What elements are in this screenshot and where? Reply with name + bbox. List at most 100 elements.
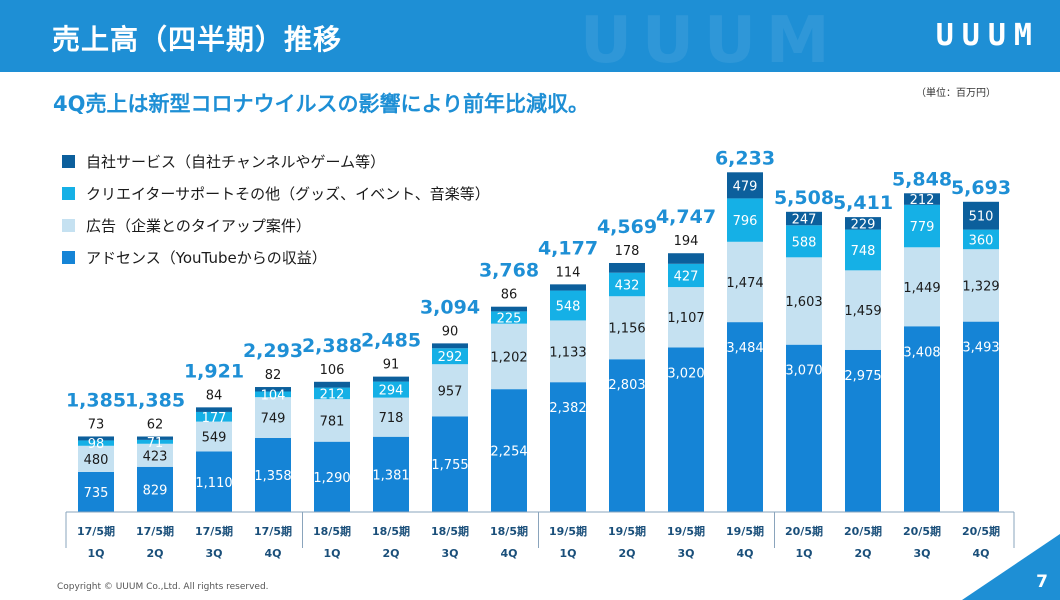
x-tick-period: 18/5期 xyxy=(431,524,469,538)
total-label: 5,848 xyxy=(892,168,952,190)
bar-segment-own-service xyxy=(196,407,232,412)
data-label-creator-support: 360 xyxy=(969,233,994,248)
x-tick-period: 17/5期 xyxy=(77,524,115,538)
bar-segment-creator-support xyxy=(845,229,881,271)
data-label-creator-support: 748 xyxy=(851,244,876,259)
x-tick-quarter: 3Q xyxy=(205,547,222,560)
data-label-own-service: 90 xyxy=(442,324,459,339)
data-label-own-service: 194 xyxy=(674,234,699,249)
bar-segment-creator-support xyxy=(78,440,114,446)
data-label-creator-support: 104 xyxy=(261,388,286,403)
bar-segment-adsense xyxy=(432,416,468,512)
data-label-creator-support: 588 xyxy=(792,235,817,250)
data-label-ads: 1,603 xyxy=(785,295,822,310)
x-tick-period: 19/5期 xyxy=(726,524,764,538)
data-label-ads: 1,474 xyxy=(726,276,763,291)
data-label-ads: 549 xyxy=(202,431,227,446)
data-label-adsense: 735 xyxy=(84,486,109,501)
bar-segment-ads xyxy=(432,364,468,417)
bar-segment-adsense xyxy=(727,322,763,512)
x-tick-period: 18/5期 xyxy=(490,524,528,538)
data-label-adsense: 2,975 xyxy=(844,369,881,384)
page-corner-triangle xyxy=(962,534,1060,600)
bar-segment-adsense xyxy=(137,466,173,512)
data-label-ads: 957 xyxy=(438,384,463,399)
bar-segment-own-service xyxy=(609,262,645,273)
x-tick-period: 20/5期 xyxy=(903,524,941,538)
x-tick-quarter: 2Q xyxy=(854,547,871,560)
bar-segment-ads xyxy=(491,323,527,390)
data-label-adsense: 1,110 xyxy=(195,476,232,491)
data-label-own-service: 229 xyxy=(851,217,876,232)
data-label-adsense: 1,755 xyxy=(431,458,468,473)
x-tick-period: 18/5期 xyxy=(313,524,351,538)
bar-segment-ads xyxy=(609,296,645,360)
data-label-creator-support: 779 xyxy=(910,220,935,235)
data-label-adsense: 1,290 xyxy=(313,471,350,486)
total-label: 1,385 xyxy=(125,390,185,412)
data-label-own-service: 212 xyxy=(910,193,935,208)
x-tick-quarter: 3Q xyxy=(913,547,930,560)
header-watermark: UUUM xyxy=(580,4,840,72)
brand-logo: UUUM xyxy=(935,18,1040,53)
bar-segment-ads xyxy=(904,247,940,327)
data-label-own-service: 114 xyxy=(556,265,581,280)
legend-label-own-service: 自社サービス（自社チャンネルやゲーム等） xyxy=(86,153,385,171)
legend-swatch-creator-support xyxy=(62,187,75,200)
data-label-adsense: 3,070 xyxy=(785,364,822,379)
bar-segment-ads xyxy=(668,287,704,348)
x-tick-quarter: 1Q xyxy=(87,547,104,560)
bar-segment-ads xyxy=(963,249,999,322)
data-label-own-service: 84 xyxy=(206,388,223,403)
bar-segment-own-service xyxy=(78,436,114,441)
total-label: 4,569 xyxy=(597,216,657,238)
bar-segment-creator-support xyxy=(196,411,232,422)
data-label-ads: 1,107 xyxy=(667,311,704,326)
bar-segment-own-service xyxy=(845,217,881,230)
bar-segment-ads xyxy=(550,320,586,383)
x-tick-period: 19/5期 xyxy=(549,524,587,538)
x-tick-quarter: 3Q xyxy=(441,547,458,560)
data-label-ads: 1,133 xyxy=(549,345,586,360)
data-label-own-service: 86 xyxy=(501,288,518,303)
bar-segment-own-service xyxy=(432,343,468,349)
x-tick-quarter: 2Q xyxy=(618,547,635,560)
x-tick-quarter: 3Q xyxy=(677,547,694,560)
bar-segment-adsense xyxy=(78,471,114,512)
bar-segment-own-service xyxy=(904,193,940,205)
data-label-creator-support: 796 xyxy=(733,214,758,229)
bar-segment-creator-support xyxy=(314,387,350,400)
data-label-creator-support: 98 xyxy=(88,437,105,452)
legend-label-creator-support: クリエイターサポートその他（グッズ、イベント、音楽等） xyxy=(86,185,490,203)
data-label-ads: 1,156 xyxy=(608,322,645,337)
bar-segment-adsense xyxy=(904,326,940,512)
total-label: 5,693 xyxy=(951,177,1011,199)
data-label-creator-support: 225 xyxy=(497,312,522,327)
page-subtitle: 4Q売上は新型コロナウイルスの影響により前年比減収。 xyxy=(53,92,590,116)
bar-segment-creator-support xyxy=(373,381,409,398)
bar-segment-creator-support xyxy=(727,198,763,242)
total-label: 6,233 xyxy=(715,147,775,169)
data-label-ads: 781 xyxy=(320,414,345,429)
total-label: 3,094 xyxy=(420,296,480,318)
data-label-own-service: 178 xyxy=(615,244,640,259)
bar-segment-ads xyxy=(373,397,409,437)
page-number: 7 xyxy=(1036,572,1048,592)
total-label: 5,411 xyxy=(833,192,893,214)
bar-segment-creator-support xyxy=(137,439,173,444)
x-tick-period: 19/5期 xyxy=(667,524,705,538)
page-title: 売上高（四半期）推移 xyxy=(52,23,343,56)
total-label: 2,293 xyxy=(243,340,303,362)
x-tick-period: 20/5期 xyxy=(785,524,823,538)
bar-segment-ads xyxy=(786,257,822,345)
total-label: 2,485 xyxy=(361,330,421,352)
bar-segment-own-service xyxy=(373,376,409,382)
data-label-creator-support: 212 xyxy=(320,387,345,402)
bar-segment-creator-support xyxy=(550,290,586,321)
bar-segment-adsense xyxy=(255,437,291,512)
bar-segment-ads xyxy=(314,399,350,442)
bar-segment-own-service xyxy=(137,436,173,440)
x-tick-period: 17/5期 xyxy=(136,524,174,538)
bar-segment-creator-support xyxy=(255,391,291,398)
